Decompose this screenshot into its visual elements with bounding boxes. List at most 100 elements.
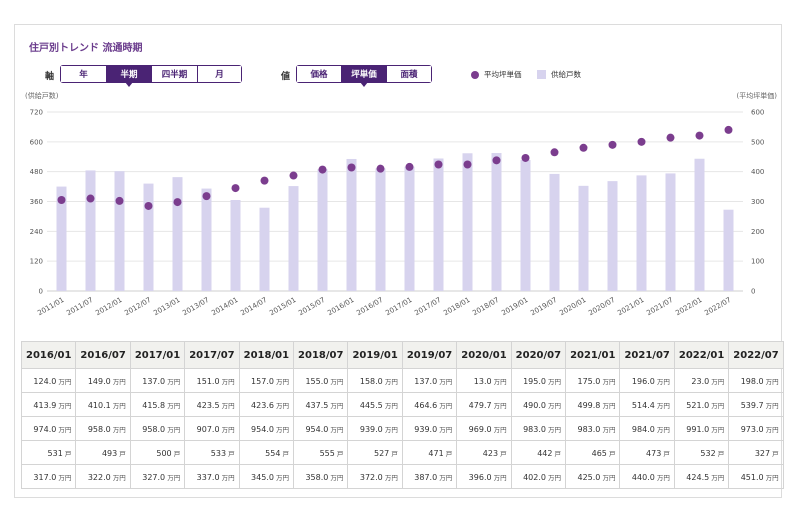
point-unit-price-2019/07[interactable]	[550, 148, 559, 157]
table-cell: 23.0 万円	[673, 368, 730, 393]
cell-unit: 戸	[715, 449, 725, 458]
point-unit-price-2020/07[interactable]	[608, 140, 617, 149]
table-cell: 437.5 万円	[293, 392, 349, 417]
cell-unit: 万円	[56, 425, 72, 434]
bar-supply-2012/07[interactable]	[143, 183, 154, 291]
bar-supply-2015/01[interactable]	[288, 186, 299, 291]
bar-supply-2014/07[interactable]	[259, 207, 270, 291]
cell-unit: 万円	[654, 401, 670, 410]
cell-value: 158.0	[359, 376, 383, 386]
cell-unit: 戸	[770, 449, 779, 458]
bar-supply-2016/07[interactable]	[375, 168, 386, 291]
table-cell: 473 戸	[619, 440, 675, 465]
cell-unit: 万円	[110, 377, 126, 386]
cell-value: 531	[47, 448, 63, 458]
bar-supply-2013/01[interactable]	[172, 177, 183, 291]
value-option-area[interactable]: 面積	[387, 66, 431, 82]
point-unit-price-2012/01[interactable]	[115, 196, 124, 205]
y-left-tick-label: 120	[30, 258, 43, 266]
bar-supply-2014/01[interactable]	[230, 200, 241, 291]
cell-unit: 万円	[709, 377, 725, 386]
point-unit-price-2015/01[interactable]	[289, 171, 298, 180]
bar-supply-2018/01[interactable]	[462, 153, 473, 291]
cell-value: 991.0	[686, 424, 710, 434]
point-unit-price-2021/01[interactable]	[637, 137, 646, 146]
point-unit-price-2017/01[interactable]	[405, 162, 414, 171]
bar-supply-2021/01[interactable]	[636, 175, 647, 291]
bar-supply-2016/01[interactable]	[346, 158, 357, 291]
table-cell: 345.0 万円	[238, 464, 295, 489]
value-control-label: 値	[281, 72, 291, 82]
cell-value: 415.8	[142, 400, 166, 410]
cell-unit: 万円	[382, 473, 398, 482]
point-unit-price-2016/01[interactable]	[347, 163, 356, 172]
column-header: 2019/07	[401, 341, 458, 369]
value-option-unit-price[interactable]: 坪単価	[342, 66, 387, 87]
y-right-tick-label: 200	[751, 228, 764, 236]
point-unit-price-2019/01[interactable]	[521, 153, 530, 162]
bar-supply-2019/07[interactable]	[549, 173, 560, 291]
bar-supply-2021/07[interactable]	[665, 173, 676, 291]
cell-value: 451.0	[740, 472, 764, 482]
bar-supply-2012/01[interactable]	[114, 171, 125, 291]
point-unit-price-2014/01[interactable]	[231, 184, 240, 193]
table-cell: 554 戸	[238, 440, 295, 465]
axis-option-quarter[interactable]: 四半期	[152, 66, 198, 82]
legend-bar-series[interactable]: 供給戸数	[537, 69, 581, 80]
point-unit-price-2020/01[interactable]	[579, 143, 588, 152]
axis-option-month[interactable]: 月	[198, 66, 241, 82]
value-option-price[interactable]: 価格	[297, 66, 342, 82]
point-unit-price-2017/07[interactable]	[434, 160, 443, 169]
cell-value: 471	[428, 448, 444, 458]
bar-supply-2011/01[interactable]	[56, 186, 67, 291]
bar-supply-2017/01[interactable]	[404, 166, 415, 291]
cell-value: 532	[700, 448, 716, 458]
cell-unit: 万円	[491, 377, 507, 386]
table-row: 531 戸 493 戸 500 戸 533 戸 554 戸 555 戸 527 戸 471 戸…	[20, 440, 784, 465]
bar-supply-2019/01[interactable]	[520, 159, 531, 291]
table-cell: 500 戸	[129, 440, 186, 465]
point-unit-price-2011/01[interactable]	[57, 196, 66, 205]
point-unit-price-2016/07[interactable]	[376, 164, 385, 173]
point-unit-price-2012/07[interactable]	[144, 201, 153, 210]
cell-unit: 万円	[110, 473, 126, 482]
table-row: 974.0 万円 958.0 万円 958.0 万円 907.0 万円 954.0 万円…	[20, 416, 784, 441]
point-unit-price-2018/07[interactable]	[492, 156, 501, 165]
y-left-tick-label: 720	[30, 109, 43, 117]
column-header: 2022/07	[728, 341, 784, 369]
table-cell: 983.0 万円	[565, 416, 621, 441]
axis-option-half-year[interactable]: 半期	[107, 66, 152, 87]
point-unit-price-2015/07[interactable]	[318, 165, 327, 174]
bar-supply-2015/07[interactable]	[317, 169, 328, 291]
legend-line-series[interactable]: 平均坪単価	[471, 69, 522, 80]
point-unit-price-2018/01[interactable]	[463, 160, 472, 169]
bar-supply-2020/07[interactable]	[607, 181, 618, 291]
point-unit-price-2022/07[interactable]	[724, 125, 733, 134]
bar-supply-2020/01[interactable]	[578, 185, 589, 291]
cell-unit: 万円	[654, 425, 670, 434]
value-segmented-control: 価格 坪単価 面積	[296, 65, 432, 87]
bar-supply-2022/07[interactable]	[723, 209, 734, 291]
x-tick-label: 2019/07	[529, 296, 558, 317]
cell-value: 437.5	[305, 400, 329, 410]
x-tick-label: 2019/01	[500, 296, 529, 317]
point-unit-price-2011/07[interactable]	[86, 194, 95, 203]
point-unit-price-2013/07[interactable]	[202, 192, 211, 201]
point-unit-price-2013/01[interactable]	[173, 198, 182, 207]
cell-value: 137.0	[414, 376, 438, 386]
table-cell: 396.0 万円	[456, 464, 512, 489]
point-unit-price-2014/07[interactable]	[260, 176, 269, 185]
bar-supply-2022/01[interactable]	[694, 158, 705, 291]
cell-unit: 万円	[545, 425, 562, 434]
bar-supply-2017/07[interactable]	[433, 158, 444, 291]
axis-control-label: 軸	[45, 72, 55, 82]
cell-value: 423.5	[196, 400, 220, 410]
bar-supply-2018/07[interactable]	[491, 153, 502, 291]
x-tick-label: 2012/07	[123, 296, 152, 317]
bar-supply-2011/07[interactable]	[85, 170, 96, 291]
bar-supply-2013/07[interactable]	[201, 188, 212, 291]
axis-option-year[interactable]: 年	[61, 66, 107, 82]
table-cell: 493 戸	[75, 440, 131, 465]
point-unit-price-2022/01[interactable]	[695, 131, 704, 140]
point-unit-price-2021/07[interactable]	[666, 133, 675, 142]
